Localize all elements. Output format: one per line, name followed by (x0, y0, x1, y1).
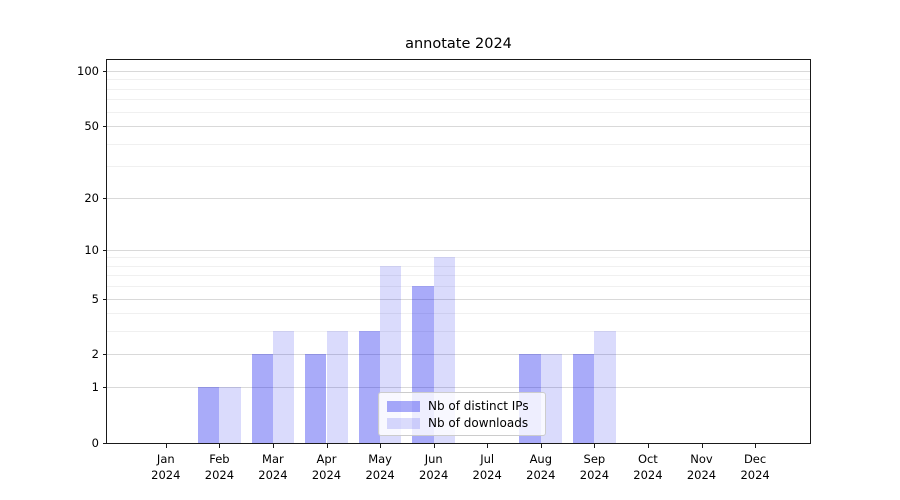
gridline-minor-30 (107, 166, 810, 168)
x-tick-label-oct: Oct 2024 (633, 452, 663, 482)
bar-nb-of-downloads-feb (219, 387, 241, 443)
y-tick-mark-20 (103, 197, 107, 199)
gridline-minor-60 (107, 111, 810, 113)
y-tick-label-50: 50 (84, 119, 99, 134)
bar-nb-of-distinct-ips-apr (305, 354, 327, 443)
y-tick-label-2: 2 (91, 347, 99, 362)
legend-item-downloads: Nb of downloads (387, 415, 537, 431)
y-tick-mark-1 (103, 387, 107, 389)
y-tick-label-10: 10 (84, 242, 99, 257)
x-tick-label-apr: Apr 2024 (311, 452, 342, 482)
gridline-minor-80 (107, 88, 810, 90)
y-tick-mark-50 (103, 126, 107, 128)
gridline-major-5 (107, 298, 810, 300)
x-tick-mark-oct (647, 444, 649, 448)
y-tick-label-1: 1 (91, 380, 99, 395)
y-tick-mark-100 (103, 71, 107, 72)
legend-swatch-downloads (387, 417, 420, 429)
legend: Nb of distinct IPs Nb of downloads (378, 392, 546, 436)
bar-nb-of-distinct-ips-mar (251, 354, 273, 443)
bar-nb-of-downloads-mar (272, 331, 295, 443)
x-tick-label-aug: Aug 2024 (526, 452, 556, 482)
x-tick-mark-feb (219, 444, 221, 448)
y-tick-label-0: 0 (91, 436, 99, 450)
legend-label-distinct-ips: Nb of distinct IPs (428, 399, 529, 413)
x-tick-mark-aug (540, 444, 542, 448)
x-tick-mark-dec (755, 444, 757, 448)
x-tick-label-jan: Jan 2024 (151, 452, 181, 482)
y-tick-label-100: 100 (77, 64, 99, 78)
chart-title: annotate 2024 (405, 36, 512, 52)
gridline-minor-40 (107, 143, 810, 145)
y-tick-mark-2 (103, 354, 107, 356)
x-tick-label-may: May 2024 (365, 452, 395, 482)
bar-nb-of-downloads-sep (594, 331, 616, 443)
x-tick-mark-jun (433, 444, 435, 448)
bar-nb-of-downloads-aug (540, 354, 563, 443)
gridline-minor-6 (107, 286, 810, 288)
x-tick-label-dec: Dec 2024 (740, 452, 770, 482)
y-tick-label-20: 20 (84, 190, 99, 205)
x-tick-mark-jul (487, 444, 489, 448)
legend-item-distinct-ips: Nb of distinct IPs (387, 398, 537, 414)
gridline-major-1 (107, 387, 810, 389)
y-tick-label-5: 5 (91, 291, 99, 306)
gridline-minor-8 (107, 265, 810, 267)
x-tick-mark-may (380, 444, 382, 448)
x-tick-label-jul: Jul 2024 (472, 452, 502, 482)
legend-swatch-distinct-ips (387, 400, 420, 412)
gridline-minor-4 (107, 313, 810, 315)
gridline-minor-90 (107, 79, 810, 81)
gridline-minor-9 (107, 257, 810, 259)
y-tick-mark-5 (103, 298, 107, 300)
bar-nb-of-downloads-apr (326, 331, 348, 443)
gridline-minor-3 (107, 331, 810, 333)
x-tick-label-sep: Sep 2024 (579, 452, 610, 482)
gridline-minor-70 (107, 99, 810, 101)
x-tick-mark-mar (272, 444, 274, 448)
x-tick-label-jun: Jun 2024 (419, 452, 449, 482)
x-tick-label-feb: Feb 2024 (204, 452, 235, 482)
y-tick-mark-0 (103, 443, 107, 444)
x-tick-mark-sep (594, 444, 596, 448)
gridline-major-100 (107, 71, 810, 72)
y-tick-mark-10 (103, 249, 107, 251)
x-tick-mark-apr (326, 444, 328, 448)
gridline-major-50 (107, 126, 810, 128)
x-tick-label-nov: Nov 2024 (686, 452, 717, 482)
gridline-major-2 (107, 354, 810, 356)
legend-label-downloads: Nb of downloads (428, 416, 529, 430)
bar-nb-of-distinct-ips-sep (573, 354, 595, 443)
x-tick-mark-nov (701, 444, 703, 448)
bar-nb-of-distinct-ips-may (358, 331, 381, 443)
bar-nb-of-distinct-ips-feb (198, 387, 220, 443)
x-tick-mark-jan (165, 444, 167, 448)
x-tick-label-mar: Mar 2024 (258, 452, 288, 482)
gridline-major-20 (107, 197, 810, 199)
gridline-major-10 (107, 249, 810, 251)
gridline-minor-7 (107, 275, 810, 277)
